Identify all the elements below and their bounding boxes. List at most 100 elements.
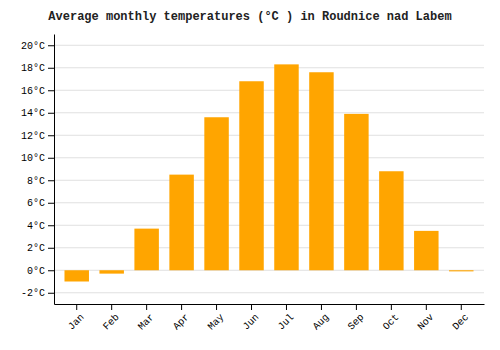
x-tick-label: Dec [451, 312, 472, 333]
bar [64, 270, 88, 281]
x-tick-mark [356, 304, 357, 310]
y-tick-mark [48, 203, 54, 204]
x-tick-mark [146, 304, 147, 310]
x-tick: Jan [66, 304, 87, 332]
x-tick: Mar [136, 304, 157, 332]
grid-line [54, 292, 484, 293]
chart: Average monthly temperatures (°C ) in Ro… [0, 0, 500, 350]
y-tick-label: 2°C [27, 243, 45, 254]
y-tick: 14°C [21, 108, 54, 119]
y-tick: 10°C [21, 153, 54, 164]
bar [99, 270, 123, 273]
x-tick-label: Apr [171, 312, 192, 333]
y-tick-label: 18°C [21, 63, 45, 74]
x-tick-label: Jan [66, 312, 87, 333]
y-tick: 20°C [21, 41, 54, 52]
x-tick: Dec [451, 304, 472, 332]
y-tick-label: 8°C [27, 176, 45, 187]
y-axis-line [54, 35, 55, 305]
grid-line [54, 180, 484, 181]
x-axis: Jan Feb Mar Apr May Jun Jul Aug Sep Oct Nov Dec [55, 304, 485, 332]
y-tick-label: 14°C [21, 108, 45, 119]
x-tick-label: May [206, 312, 227, 333]
grid-line [54, 202, 484, 203]
x-tick: Apr [171, 304, 192, 332]
y-tick: 6°C [27, 198, 54, 209]
x-tick-label: Jul [276, 312, 297, 333]
x-tick-label: Jun [241, 312, 262, 333]
x-tick-label: Oct [381, 312, 402, 333]
y-tick: 4°C [27, 221, 54, 232]
bars [64, 64, 473, 281]
grid-line [54, 67, 484, 68]
x-tick-label: Nov [416, 312, 437, 333]
bar [274, 64, 298, 270]
x-tick-mark [461, 304, 462, 310]
grid-line [54, 157, 484, 158]
bar [309, 72, 333, 270]
x-tick: Sep [346, 304, 367, 332]
x-tick-mark [321, 304, 322, 310]
y-tick-mark [48, 248, 54, 249]
grid-line [54, 135, 484, 136]
y-tick-mark [48, 68, 54, 69]
x-tick-mark [76, 304, 77, 310]
y-tick-label: 10°C [21, 153, 45, 164]
x-tick: Nov [416, 304, 437, 332]
bar [204, 117, 228, 270]
grid-line [54, 112, 484, 113]
y-tick: 8°C [27, 176, 54, 187]
x-tick: Jun [241, 304, 262, 332]
bar [169, 175, 193, 271]
x-tick: May [206, 304, 227, 332]
x-tick: Feb [101, 304, 122, 332]
grid [54, 45, 484, 293]
x-tick-label: Feb [101, 312, 122, 333]
y-tick-label: 16°C [21, 86, 45, 97]
y-tick-label: 4°C [27, 221, 45, 232]
y-tick-label: 0°C [27, 266, 45, 277]
x-tick-mark [111, 304, 112, 310]
bar [449, 270, 473, 271]
x-tick-mark [216, 304, 217, 310]
x-tick: Jul [276, 304, 297, 332]
y-tick: 12°C [21, 131, 54, 142]
y-tick-label: -2°C [21, 288, 45, 299]
bar [379, 171, 403, 270]
y-tick-label: 12°C [21, 131, 45, 142]
y-tick-mark [48, 45, 54, 46]
y-tick-mark [48, 113, 54, 114]
y-tick: -2°C [21, 288, 54, 299]
y-tick-mark [48, 135, 54, 136]
x-tick-mark [286, 304, 287, 310]
y-tick-mark [48, 270, 54, 271]
x-tick: Oct [381, 304, 402, 332]
grid-line [54, 45, 484, 46]
bar [239, 81, 263, 270]
x-tick-mark [426, 304, 427, 310]
x-tick-mark [391, 304, 392, 310]
y-tick-mark [48, 293, 54, 294]
y-tick: 16°C [21, 86, 54, 97]
x-tick: Aug [311, 304, 332, 332]
y-tick-label: 20°C [21, 41, 45, 52]
y-tick: 2°C [27, 243, 54, 254]
y-tick-mark [48, 158, 54, 159]
y-tick: 0°C [27, 266, 54, 277]
bar [134, 229, 158, 271]
x-axis-line [55, 304, 485, 305]
x-tick-label: Aug [311, 312, 332, 333]
y-tick-label: 6°C [27, 198, 45, 209]
y-axis: -2°C 0°C 2°C 4°C 6°C 8°C 10°C 12°C 14°C 16°C 18°C 2… [21, 35, 55, 305]
title: Average monthly temperatures (°C ) in Ro… [48, 10, 451, 24]
x-tick-label: Mar [136, 312, 157, 333]
x-tick-mark [181, 304, 182, 310]
y-tick-mark [48, 225, 54, 226]
x-tick-mark [251, 304, 252, 310]
y-tick-mark [48, 90, 54, 91]
bar [414, 231, 438, 270]
y-tick-mark [48, 180, 54, 181]
grid-line [54, 225, 484, 226]
y-tick: 18°C [21, 63, 54, 74]
grid-line [54, 90, 484, 91]
